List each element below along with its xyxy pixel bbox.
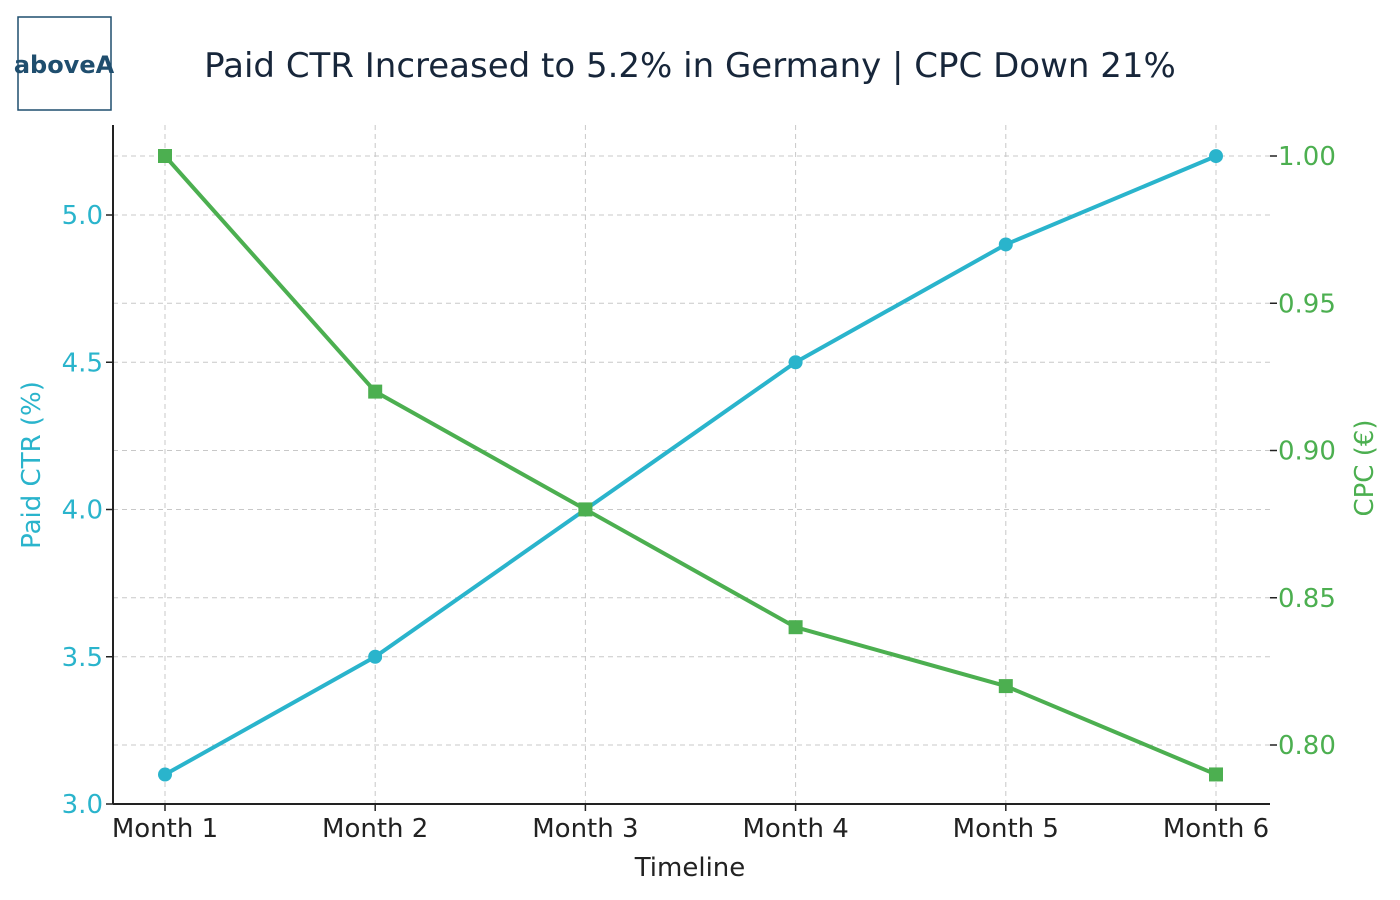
x-tick-label: Month 4: [742, 814, 848, 844]
y-right-tick-label: 0.80: [1278, 731, 1336, 761]
y-right-tick-label: 1.00: [1278, 142, 1336, 172]
logo: aboveA: [14, 16, 115, 111]
point-paid-ctr: [368, 649, 383, 664]
point-paid-ctr: [998, 237, 1013, 252]
point-cpc: [578, 502, 593, 517]
point-paid-ctr: [1209, 149, 1223, 164]
x-tick-label: Month 6: [1163, 814, 1269, 844]
y-right-tick-label: 0.95: [1278, 289, 1336, 319]
chart-title: Paid CTR Increased to 5.2% in Germany | …: [204, 46, 1176, 86]
y-axis-right-title: CPC (€): [1350, 419, 1380, 516]
y-right-tick-label: 0.85: [1278, 584, 1336, 614]
x-axis-ticks: Month 1 Month 2 Month 3 Month 4 Month 5 Month…: [112, 804, 1269, 844]
point-cpc: [998, 679, 1013, 694]
point-cpc: [368, 384, 383, 399]
y-left-tick-label: 4.0: [62, 496, 103, 526]
y-left-tick-label: 4.5: [62, 348, 103, 378]
x-tick-label: Month 1: [112, 814, 218, 844]
point-paid-ctr: [788, 355, 803, 370]
y-axis-right-ticks: 0.80 0.85 0.90 0.95 1.00: [1270, 142, 1336, 761]
point-cpc: [788, 620, 803, 635]
x-axis-title: Timeline: [634, 853, 746, 883]
x-tick-label: Month 5: [953, 814, 1059, 844]
x-tick-label: Month 2: [322, 814, 428, 844]
y-right-tick-label: 0.90: [1278, 437, 1336, 467]
x-tick-label: Month 3: [532, 814, 638, 844]
logo-frame: [17, 16, 112, 111]
y-left-tick-label: 5.0: [62, 201, 103, 231]
point-cpc: [1209, 767, 1223, 782]
y-axis-left-ticks: 3.0 3.5 4.0 4.5 5.0: [62, 201, 113, 820]
grid: [113, 125, 1270, 804]
point-cpc: [158, 149, 172, 163]
series-line-cpc: [163, 154, 1218, 777]
series-line-paid-ctr: [163, 154, 1218, 777]
y-left-tick-label: 3.0: [62, 790, 103, 820]
series-layer: [158, 149, 1223, 782]
y-left-tick-label: 3.5: [62, 643, 103, 673]
y-axis-left-title: Paid CTR (%): [17, 381, 47, 549]
point-paid-ctr: [158, 767, 172, 782]
logo-text: aboveA: [14, 51, 115, 79]
